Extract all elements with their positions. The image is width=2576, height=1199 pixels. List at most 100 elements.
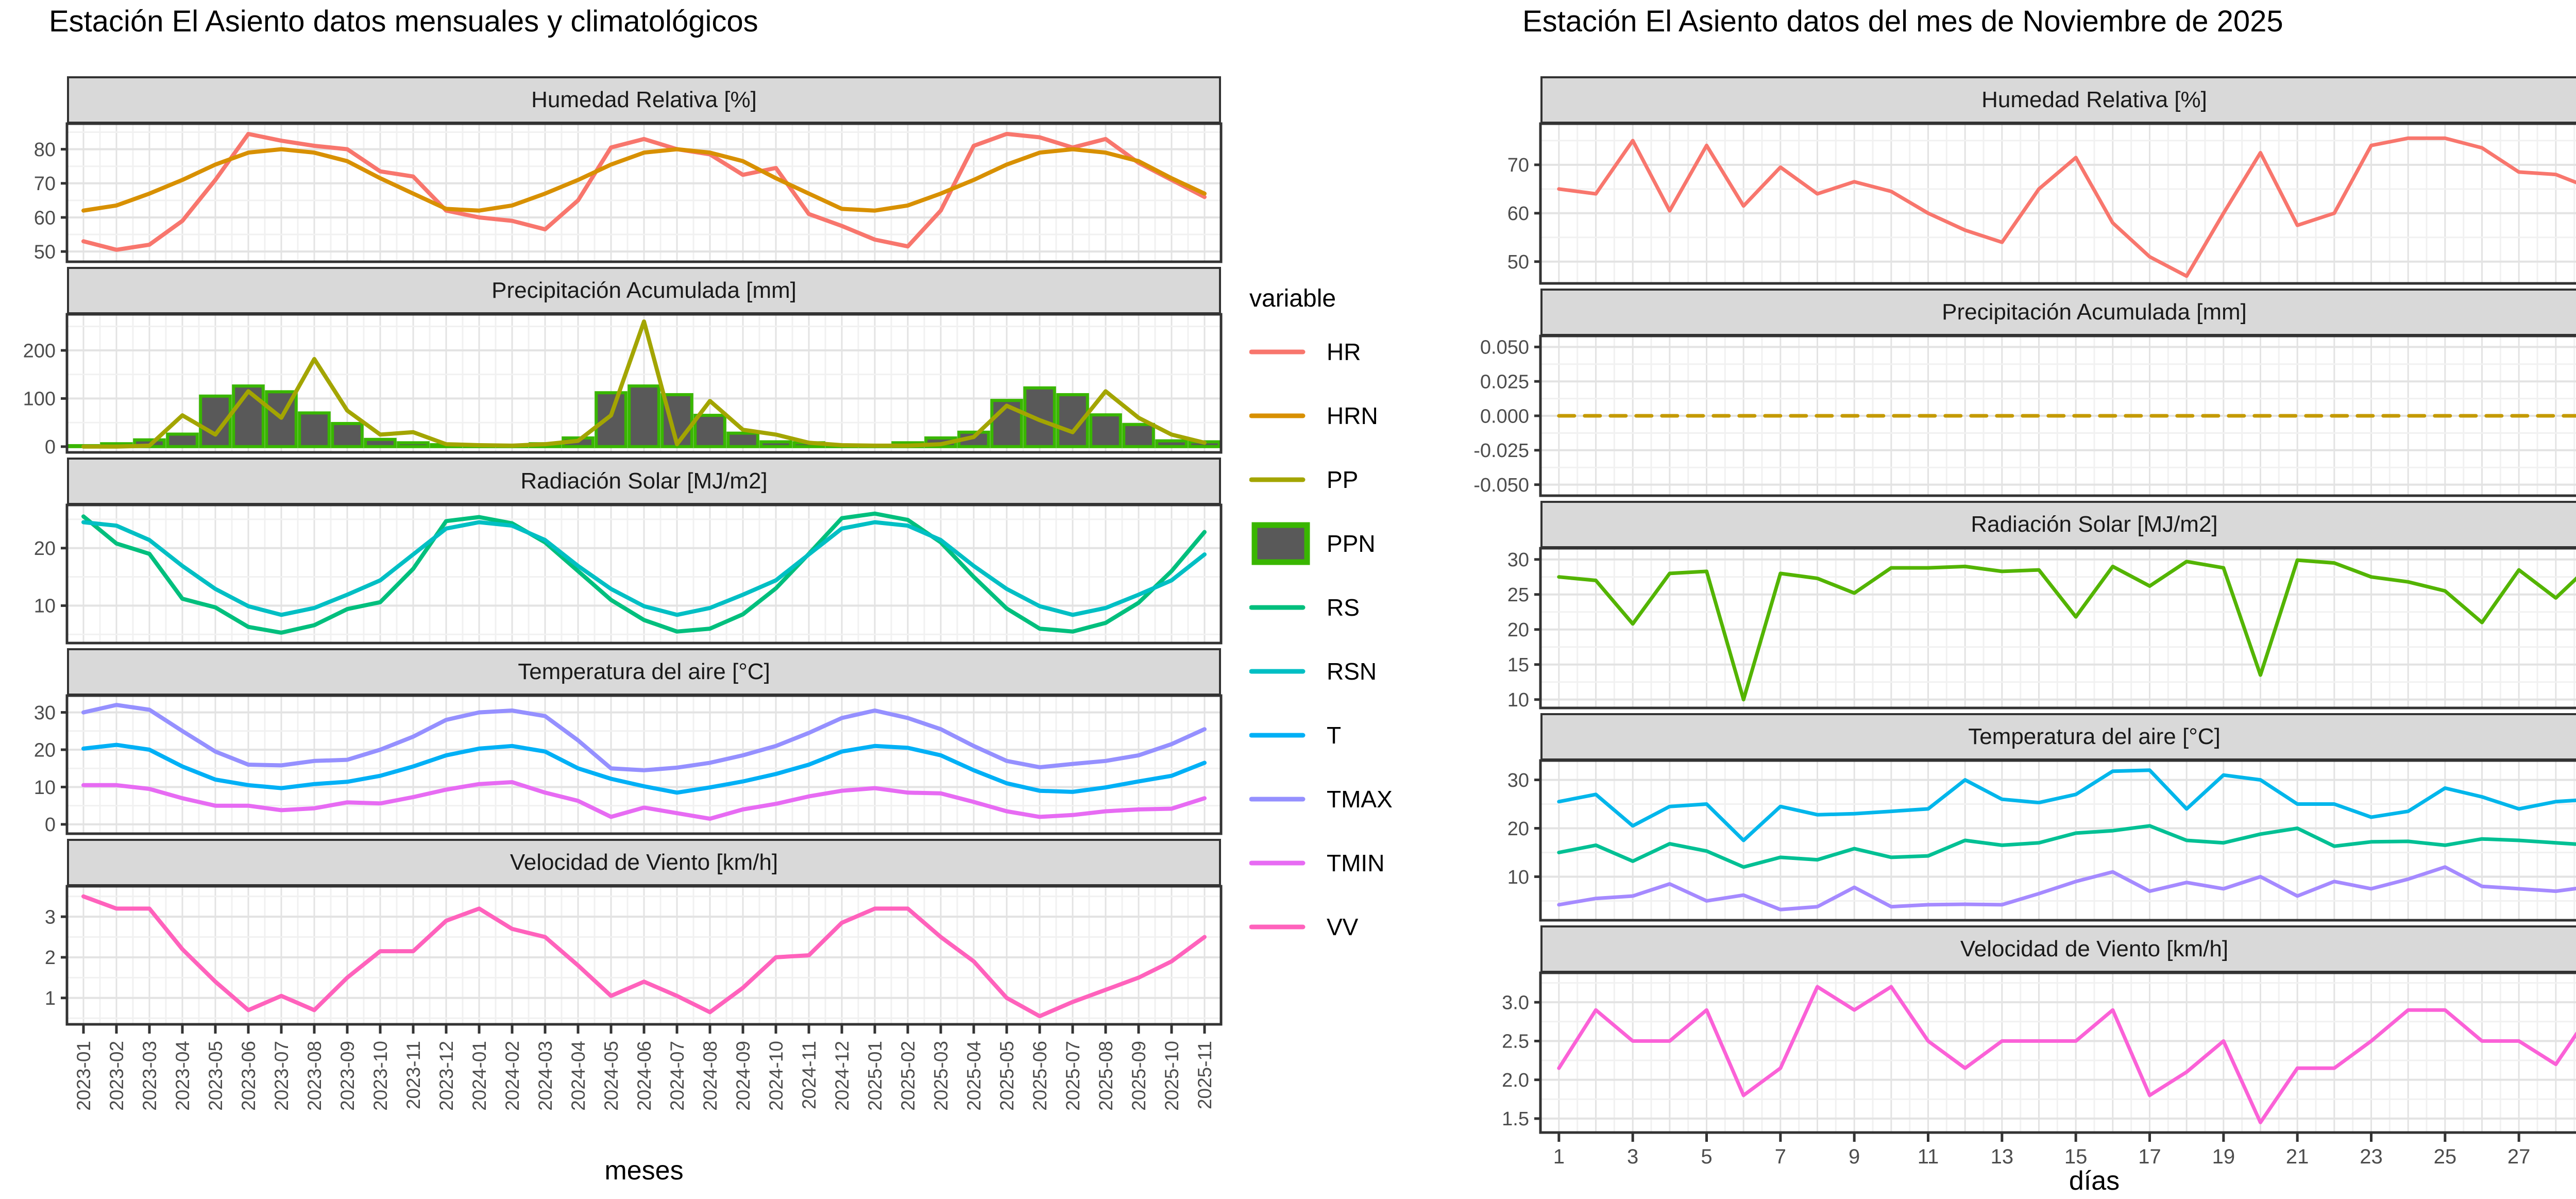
x-tick-label: 2025-10 [1161,1041,1182,1111]
legend-item-tmax: TMAX [1249,778,1393,821]
y-tick-label: 2.5 [1502,1031,1529,1053]
facet-header: Radiación Solar [MJ/m2] [67,458,1221,505]
y-tick-label: 10 [1507,867,1529,888]
facet-header: Radiación Solar [MJ/m2] [1540,501,2576,548]
x-tick-label: 2024-03 [535,1041,556,1111]
legend-box-key-icon [1251,522,1310,565]
legend-line-key-icon [1249,669,1306,674]
x-tick-label: 2023-09 [337,1041,358,1111]
y-tick-label: 1.5 [1502,1108,1529,1130]
facet-header: Humedad Relativa [%] [67,76,1221,124]
x-tick-label: 3 [1627,1145,1638,1168]
y-tick-label: 0.050 [1480,337,1529,359]
x-tick-label: 2025-01 [865,1041,886,1111]
x-axis: 1357911131517192123252729 [1553,1134,2531,1168]
y-tick-label: 1 [45,988,56,1009]
figure-november-2025: Estación El Asiento datos del mes de Nov… [1473,0,2576,1199]
x-tick-label: 2025-08 [1095,1041,1116,1111]
y-tick-label: 25 [1507,584,1529,606]
y-tick-label: 3.0 [1502,992,1529,1014]
y-tick-label: 10 [1507,689,1529,711]
facet-header: Temperatura del aire [°C] [67,648,1221,696]
x-tick-label: 2025-07 [1062,1041,1083,1111]
y-tick-label: -0.050 [1473,475,1529,496]
facet-plot: 1.5 2.0 2.5 3.0 [1502,971,2576,1134]
y-tick-label: 20 [1507,619,1529,641]
facet-header: Velocidad de Viento [km/h] [1540,925,2576,973]
x-tick-label: 2024-01 [469,1041,490,1111]
legend-line-key-icon [1249,797,1306,802]
x-tick-label: 2023-01 [73,1041,94,1111]
x-tick-label: 2025-11 [1194,1041,1215,1109]
x-tick-label: 2023-07 [271,1041,292,1111]
y-tick-label: 70 [1507,155,1529,176]
legend-item-pp: PP [1249,458,1393,501]
facet-plot: 50 60 70 80 [34,122,1223,263]
facet-plot: 0 100 200 [23,313,1223,458]
y-tick-label: 0 [45,814,56,836]
y-tick-label: -0.025 [1473,440,1529,462]
y-tick-label: 30 [1507,549,1529,571]
x-tick-label: 2024-04 [568,1041,589,1111]
x-tick-label: 17 [2138,1145,2161,1168]
y-tick-label: 60 [34,207,56,229]
x-tick-label: 2023-05 [205,1041,226,1111]
legend-label: TMIN [1327,850,1385,876]
x-tick-label: 23 [2360,1145,2383,1168]
x-tick-label: 1 [1553,1145,1565,1168]
y-tick-label: 30 [34,702,56,724]
x-tick-label: 9 [1849,1145,1860,1168]
legend-item-ppn: PPN [1249,522,1393,565]
x-tick-label: 5 [1701,1145,1712,1168]
y-tick-label: 2 [45,947,56,969]
x-axis-title: días [2069,1166,2120,1196]
x-tick-label: 2025-09 [1128,1041,1149,1111]
x-axis: 2023-01 2023-02 2023-03 2023-04 2023-05 2023-… [73,1025,1215,1111]
legend-label: RSN [1327,658,1377,685]
legend-item-rs: RS [1249,586,1393,629]
legend-label: TMAX [1327,786,1393,813]
x-axis-title: meses [604,1156,684,1186]
x-tick-label: 2023-12 [436,1041,457,1111]
facet-plot: -0.050 -0.025 0.000 0.025 0.050 [1473,334,2576,497]
legend-item-t: T [1249,714,1393,757]
y-tick-label: 15 [1507,654,1529,676]
facet-plot: 1 2 3 [45,885,1223,1026]
y-tick-label: 20 [34,739,56,761]
x-tick-label: 21 [2286,1145,2309,1168]
legend-line-key-icon [1249,733,1306,738]
x-tick-label: 2025-02 [897,1041,919,1111]
legend-item-vv: VV [1249,905,1393,949]
facet-plot: 10 20 [34,503,1223,645]
y-tick-label: 30 [1507,770,1529,791]
x-tick-label: 27 [2507,1145,2531,1168]
legend-line-key-icon [1249,349,1306,354]
facet-plot: 10 20 30 [1507,759,2576,922]
legend-item-hr: HR [1249,330,1393,374]
y-tick-label: 100 [23,389,56,410]
x-tick-label: 2023-06 [238,1041,259,1111]
x-tick-label: 2025-06 [1029,1041,1050,1111]
x-tick-label: 2024-08 [700,1041,721,1111]
y-tick-label: 20 [34,538,56,560]
y-tick-label: 10 [34,777,56,799]
legend-label: RS [1327,594,1360,621]
y-tick-label: 0.025 [1480,371,1529,393]
legend-items: HR HRN PP PPN RS RSN T TMAX TMIN VV [1249,330,1393,949]
y-tick-label: 20 [1507,818,1529,840]
x-tick-label: 2024-10 [766,1041,787,1111]
y-tick-label: 2.0 [1502,1070,1529,1091]
facet-header: Temperatura del aire [°C] [1540,713,2576,761]
y-tick-label: 80 [34,139,56,161]
legend-label: PP [1327,466,1359,493]
x-tick-label: 2024-12 [832,1041,853,1111]
x-tick-label: 2024-07 [667,1041,688,1111]
legend-line-key-icon [1249,413,1306,418]
figure-monthly-climatology: Estación El Asiento datos mensuales y cl… [23,5,1393,1186]
legend-label: HR [1327,339,1361,365]
x-tick-label: 25 [2434,1145,2457,1168]
legend-item-rsn: RSN [1249,650,1393,693]
facet-header: Precipitación Acumulada [mm] [1540,289,2576,336]
legend-line-key-icon [1249,477,1306,482]
legend: variable HR HRN PP PPN RS RSN T TMAX TMIN VV [1249,284,1393,969]
